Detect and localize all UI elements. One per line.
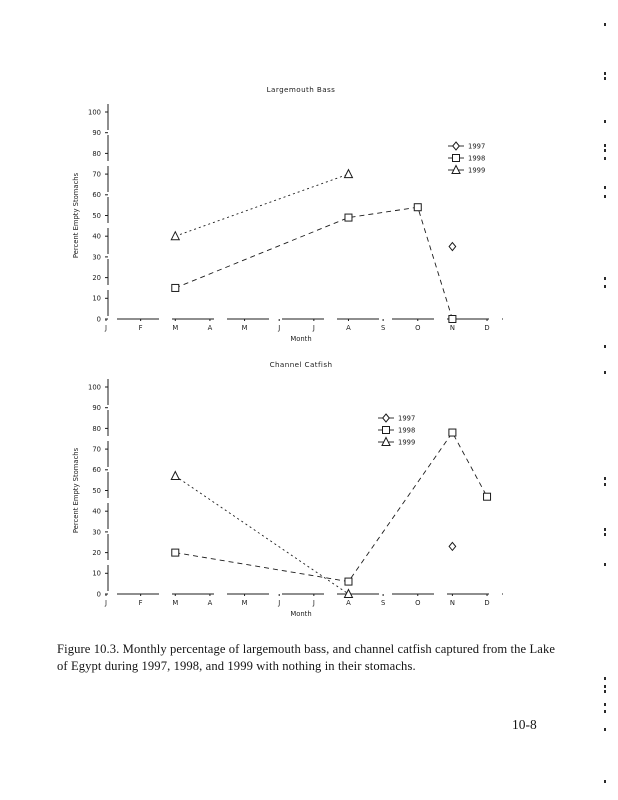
svg-text:N: N: [450, 599, 455, 607]
svg-text:1999: 1999: [468, 166, 485, 174]
svg-text:60: 60: [92, 191, 101, 199]
svg-text:1999: 1999: [398, 438, 415, 446]
scan-artifact-dot: [604, 120, 606, 123]
scan-artifact-dot: [604, 528, 606, 531]
svg-text:40: 40: [92, 233, 101, 241]
svg-text:M: M: [172, 324, 178, 332]
svg-text:90: 90: [92, 129, 101, 137]
svg-text:70: 70: [92, 446, 101, 454]
scan-artifact-dot: [604, 77, 606, 80]
svg-text:O: O: [415, 324, 420, 332]
svg-text:30: 30: [92, 528, 101, 536]
svg-text:S: S: [381, 324, 385, 332]
svg-text:10: 10: [92, 295, 101, 303]
svg-text:F: F: [139, 324, 143, 332]
svg-text:S: S: [381, 599, 385, 607]
scan-artifact-dot: [604, 780, 606, 783]
svg-text:20: 20: [92, 274, 101, 282]
scan-artifact-dot: [604, 690, 606, 693]
largemouth-bass-chart: Largemouth Bass 0 10 20 30 40 50 60 70 80 90 100 Per…: [0, 80, 618, 350]
svg-text:Channel Catfish: Channel Catfish: [270, 360, 333, 369]
svg-text:F: F: [139, 599, 143, 607]
svg-text:M: M: [242, 599, 248, 607]
scan-artifact-dot: [604, 728, 606, 731]
svg-text:M: M: [242, 324, 248, 332]
svg-text:J: J: [312, 324, 315, 332]
svg-text:J: J: [312, 599, 315, 607]
svg-text:90: 90: [92, 404, 101, 412]
chart-canvas: Largemouth Bass 0 10 20 30 40 50 60 70 80 90 100 Per…: [72, 85, 503, 343]
svg-text:Percent Empty Stomachs: Percent Empty Stomachs: [72, 447, 80, 533]
svg-text:J: J: [104, 599, 107, 607]
figure-caption-line1: Figure 10.3. Monthly percentage of large…: [57, 642, 556, 656]
chart-canvas: Channel Catfish 0 10 20 30 40 50 60 70 80 90 100 Per…: [72, 360, 503, 618]
svg-text:100: 100: [88, 108, 101, 116]
channel-catfish-chart: Channel Catfish 0 10 20 30 40 50 60 70 80 90 100 Per…: [0, 355, 618, 625]
scan-artifact-dot: [604, 195, 606, 198]
svg-text:70: 70: [92, 171, 101, 179]
svg-text:J: J: [277, 599, 280, 607]
svg-text:0: 0: [97, 315, 101, 323]
scan-artifact-dot: [604, 703, 606, 706]
svg-text:0: 0: [97, 590, 101, 598]
scan-artifact-dot: [604, 186, 606, 189]
svg-text:1997: 1997: [398, 414, 415, 422]
svg-text:40: 40: [92, 508, 101, 516]
page-number: 10-8: [512, 717, 537, 732]
scan-artifact-dot: [604, 477, 606, 480]
svg-text:1998: 1998: [468, 154, 485, 162]
svg-text:50: 50: [92, 487, 101, 495]
svg-text:A: A: [208, 599, 213, 607]
svg-text:80: 80: [92, 150, 101, 158]
scan-artifact-dot: [604, 371, 606, 374]
svg-text:D: D: [484, 324, 489, 332]
svg-text:1997: 1997: [468, 142, 485, 150]
svg-text:Month: Month: [290, 610, 311, 618]
scan-artifact-dot: [604, 677, 606, 680]
svg-text:J: J: [277, 324, 280, 332]
scan-artifact-dot: [604, 710, 606, 713]
scan-artifact-dot: [604, 72, 606, 75]
scan-artifact-dot: [604, 149, 606, 152]
scan-artifact-dot: [604, 533, 606, 536]
scan-artifact-dot: [604, 563, 606, 566]
svg-text:Largemouth Bass: Largemouth Bass: [267, 85, 336, 94]
svg-text:20: 20: [92, 549, 101, 557]
svg-text:100: 100: [88, 383, 101, 391]
scan-artifact-dot: [604, 345, 606, 348]
svg-text:1998: 1998: [398, 426, 415, 434]
svg-text:D: D: [484, 599, 489, 607]
svg-text:80: 80: [92, 425, 101, 433]
scan-artifact-dot: [604, 483, 606, 486]
scan-artifact-dot: [604, 285, 606, 288]
svg-text:J: J: [104, 324, 107, 332]
svg-text:10: 10: [92, 570, 101, 578]
svg-text:30: 30: [92, 253, 101, 261]
scan-artifact-dot: [604, 23, 606, 26]
svg-text:50: 50: [92, 212, 101, 220]
scan-artifact-dot: [604, 277, 606, 280]
svg-text:A: A: [208, 324, 213, 332]
svg-text:A: A: [346, 599, 351, 607]
svg-text:Percent Empty Stomachs: Percent Empty Stomachs: [72, 172, 80, 258]
scan-artifact-dot: [604, 144, 606, 147]
svg-text:N: N: [450, 324, 455, 332]
svg-text:M: M: [172, 599, 178, 607]
figure-caption: Figure 10.3. Monthly percentage of large…: [57, 641, 571, 675]
scan-artifact-dot: [604, 685, 606, 688]
svg-text:Month: Month: [290, 335, 311, 343]
svg-text:O: O: [415, 599, 420, 607]
scan-artifact-dot: [604, 157, 606, 160]
svg-text:60: 60: [92, 466, 101, 474]
figure-caption-line2: of Egypt during 1997, 1998, and 1999 wit…: [57, 658, 416, 673]
svg-text:A: A: [346, 324, 351, 332]
